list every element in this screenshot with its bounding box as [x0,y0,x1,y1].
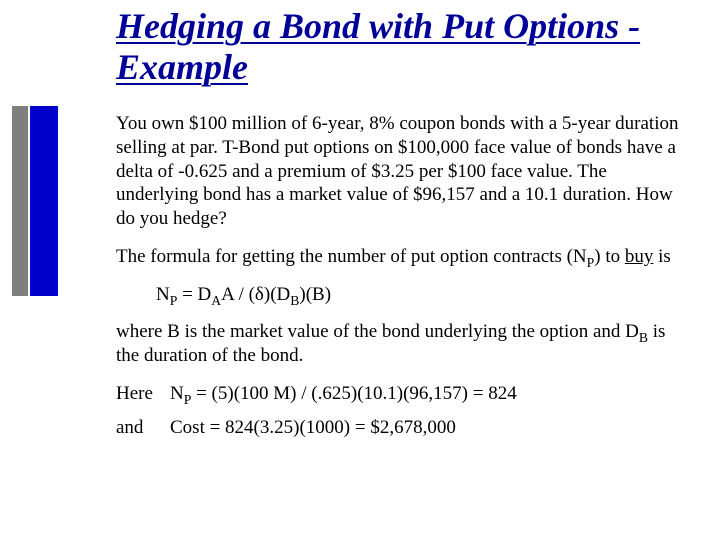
row-here: Here NP = (5)(100 M) / (.625)(10.1)(96,1… [116,382,682,406]
text: ) to [594,246,625,267]
label-here: Here [116,382,170,406]
slide-body: You own $100 million of 6-year, 8% coupo… [116,112,682,449]
stripe-gray [12,106,28,296]
formula: NP = DAA / (δ)(DB)(B) [156,283,682,307]
paragraph-where: where B is the market value of the bond … [116,320,682,368]
slide: Hedging a Bond with Put Options - Exampl… [0,0,720,540]
text: )(B) [299,284,331,305]
paragraph-problem: You own $100 million of 6-year, 8% coupo… [116,112,682,231]
row-and: and Cost = 824(3.25)(1000) = $2,678,000 [116,416,682,440]
side-stripes [0,106,68,296]
value-cost: Cost = 824(3.25)(1000) = $2,678,000 [170,416,456,440]
subscript: B [639,330,648,345]
stripe-blue [30,106,58,296]
text: The formula for getting the number of pu… [116,246,587,267]
slide-title: Hedging a Bond with Put Options - Exampl… [116,6,676,89]
text: N [156,284,170,305]
text: is [653,246,670,267]
text: A / (δ)(D [221,284,290,305]
label-and: and [116,416,170,440]
text: = D [177,284,211,305]
underline-buy: buy [625,246,654,267]
text: = (5)(100 M) / (.625)(10.1)(96,157) = 82… [191,383,516,404]
subscript: A [211,292,221,307]
text: N [170,383,184,404]
paragraph-formula-intro: The formula for getting the number of pu… [116,245,682,269]
text: where B is the market value of the bond … [116,321,639,342]
value-here: NP = (5)(100 M) / (.625)(10.1)(96,157) =… [170,382,517,406]
